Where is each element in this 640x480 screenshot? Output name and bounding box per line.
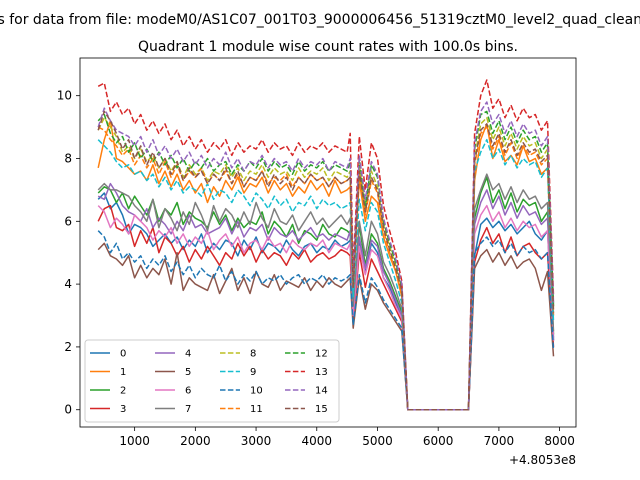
legend-box xyxy=(84,339,340,423)
legend-label-5: 5 xyxy=(185,367,191,378)
series-line-6 xyxy=(97,204,555,411)
legend-label-11: 11 xyxy=(250,404,263,415)
series-line-4 xyxy=(97,182,555,411)
x-axis: 1000 2000 3000 4000 5000 6000 7000 8000 xyxy=(119,427,575,448)
x-tick-label: 4000 xyxy=(301,434,332,448)
legend-label-6: 6 xyxy=(185,386,191,397)
series-line-15 xyxy=(97,110,555,411)
y-axis: 0 2 4 6 8 10 xyxy=(57,89,80,417)
series-line-2 xyxy=(97,176,555,411)
legend-label-12: 12 xyxy=(315,349,328,360)
y-tick-label: 8 xyxy=(64,151,72,165)
series-line-3 xyxy=(97,204,555,411)
figure-suptitle: Plots for data from file: modeM0/AS1C07_… xyxy=(0,12,640,28)
plot-frame xyxy=(79,57,577,428)
legend-label-9: 9 xyxy=(250,367,256,378)
series-line-13 xyxy=(97,79,555,411)
legend-label-14: 14 xyxy=(315,386,328,397)
legend-label-13: 13 xyxy=(315,367,328,378)
series-line-8 xyxy=(97,116,555,411)
y-tick-label: 4 xyxy=(64,277,72,291)
legend-label-8: 8 xyxy=(250,349,256,360)
legend-label-2: 2 xyxy=(120,386,126,397)
legend-label-1: 1 xyxy=(120,367,126,378)
series-line-1 xyxy=(97,120,555,411)
legend-label-4: 4 xyxy=(185,349,191,360)
y-tick-label: 0 xyxy=(64,403,72,417)
series-line-5 xyxy=(97,242,555,411)
legend-label-7: 7 xyxy=(185,404,191,415)
series-line-7 xyxy=(97,173,555,411)
series-line-0 xyxy=(97,192,555,411)
x-tick-label: 3000 xyxy=(241,434,272,448)
x-tick-label: 2000 xyxy=(180,434,211,448)
series-line-10 xyxy=(97,230,555,411)
chart-title: Quadrant 1 module wise count rates with … xyxy=(138,39,518,55)
legend-label-3: 3 xyxy=(120,404,126,415)
y-tick-label: 2 xyxy=(64,340,72,354)
series-layer xyxy=(97,79,555,411)
x-tick-label: 8000 xyxy=(544,434,575,448)
series-line-14 xyxy=(97,101,555,411)
y-tick-label: 10 xyxy=(57,89,72,103)
x-tick-label: 7000 xyxy=(484,434,515,448)
x-offset-label: +4.8053e8 xyxy=(509,453,576,467)
series-line-9 xyxy=(97,138,555,411)
legend-label-0: 0 xyxy=(120,349,126,360)
x-tick-label: 5000 xyxy=(362,434,393,448)
x-tick-label: 6000 xyxy=(423,434,454,448)
legend-label-10: 10 xyxy=(250,386,263,397)
legend-label-15: 15 xyxy=(315,404,328,415)
x-tick-label: 1000 xyxy=(119,434,150,448)
y-tick-label: 6 xyxy=(64,214,72,228)
